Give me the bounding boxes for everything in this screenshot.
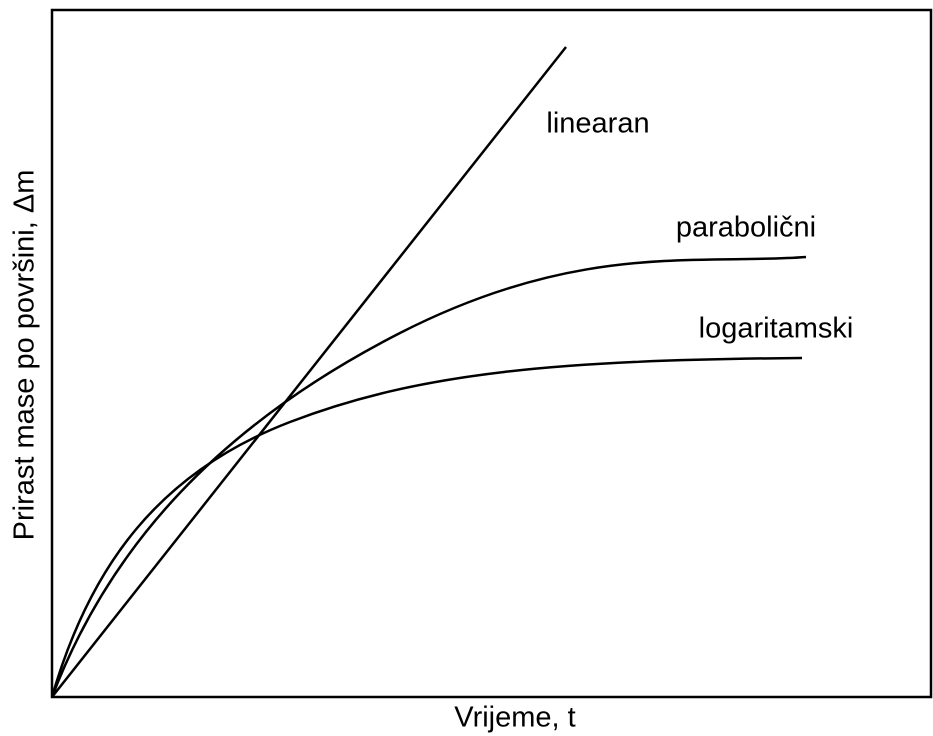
curve-label: linearan: [546, 108, 649, 140]
curve-label: logaritamski: [699, 313, 854, 345]
logarithmic-curve: [50, 356, 803, 698]
x-axis-label: Vrijeme, t: [454, 702, 575, 734]
linear-curve: [51, 46, 567, 698]
y-axis-label: Prirast mase po površini, Δm: [9, 170, 41, 541]
curve-label: parabolični: [676, 212, 816, 244]
plot-frame: [50, 8, 933, 699]
parabolic-curve: [50, 255, 807, 698]
